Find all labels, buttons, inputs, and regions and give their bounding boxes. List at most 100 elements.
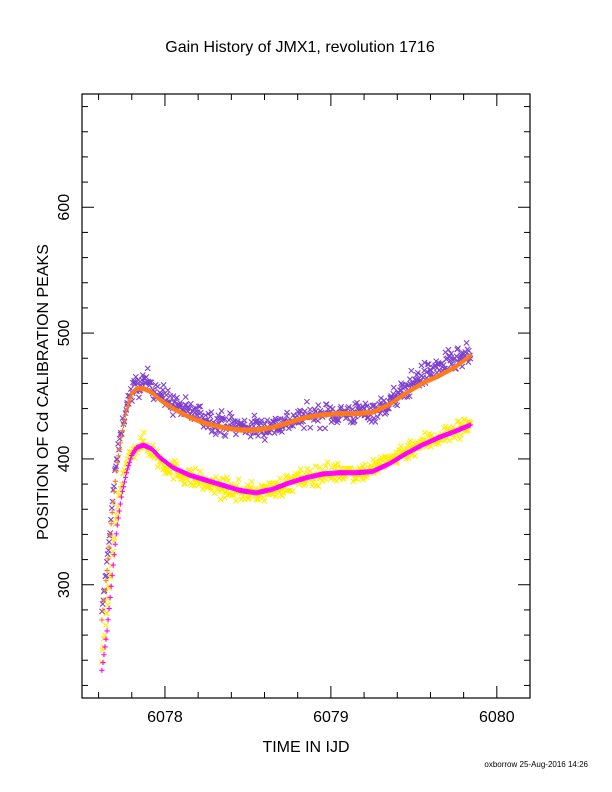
data-point [324,459,331,466]
footer-credit: oxborrow 25-Aug-2016 14:26 [484,760,588,769]
data-point [107,594,113,601]
plot-border [81,93,531,699]
data-point [179,474,186,481]
data-point [113,468,119,474]
data-point [127,459,133,465]
data-point [169,411,176,418]
data-point [428,443,435,450]
data-point [363,403,370,410]
data-point [260,494,267,501]
data-point [103,558,110,565]
data-point [394,402,401,409]
data-point [266,429,273,436]
data-point [195,403,202,410]
data-point [217,429,224,436]
data-point [312,463,319,470]
data-point [454,345,461,352]
data-point [105,556,111,562]
data-point [319,478,326,485]
data-point [383,409,390,416]
data-point [125,400,132,406]
data-point [285,425,292,432]
data-point [396,387,403,394]
data-point [122,474,129,480]
data-point [121,479,128,485]
data-point [425,361,432,368]
data-point [280,489,287,496]
data-point [345,403,352,410]
data-point [99,667,105,673]
data-point [114,522,120,528]
data-point [103,636,109,642]
data-point [173,460,180,467]
y-axis-label: POSITION OF Cd CALIBRATION PEAKS [35,244,52,540]
data-point [264,417,271,424]
data-point [232,497,239,504]
data-point [101,652,107,658]
data-point [275,416,282,423]
y-tick-label: 300 [56,571,73,598]
y-tick-label: 500 [56,320,73,347]
data-point [371,402,378,409]
data-point [261,437,268,444]
data-point [307,406,314,413]
data-point [117,440,123,446]
data-point [114,459,120,465]
data-point [102,644,108,650]
data-point [217,496,224,503]
data-point [120,484,127,490]
data-point [112,478,118,484]
data-point [428,431,435,438]
data-point [192,465,199,472]
data-point [405,454,412,461]
data-point [137,434,144,441]
data-point [128,456,134,462]
data-point [144,365,151,372]
data-point [109,572,115,578]
data-point [122,412,129,418]
data-point [284,487,291,494]
data-point [208,409,215,416]
data-point [207,413,214,420]
data-point [301,425,308,432]
data-point [323,401,330,408]
x-tick-label: 6080 [479,709,515,726]
data-point [254,496,261,503]
x-axis-label: TIME IN IJD [262,739,349,756]
data-point [456,436,463,443]
data-point [110,499,116,505]
data-point [218,408,225,415]
data-point [181,480,188,487]
data-point [461,416,468,423]
data-point [277,475,284,482]
data-point [421,359,428,366]
data-point [232,431,239,438]
data-point [109,498,116,505]
data-point [118,494,125,500]
data-point [316,425,323,432]
data-point [220,475,227,482]
data-point [435,440,442,447]
data-point [99,608,106,615]
data-point [457,431,464,438]
data-point [115,453,121,459]
data-point [333,464,339,471]
data-point [104,601,111,608]
data-point [182,394,189,401]
data-point [114,456,121,463]
data-point [414,369,421,376]
data-point [205,410,212,417]
data-point [289,488,296,495]
data-point [466,353,472,360]
data-point [124,403,131,409]
data-point [148,379,155,386]
data-point [154,383,161,390]
data-point [147,379,154,386]
data-point [284,409,291,416]
data-point [351,417,358,424]
data-point [106,538,113,545]
data-point [322,425,329,432]
data-point [221,416,228,423]
data-point [109,509,115,516]
